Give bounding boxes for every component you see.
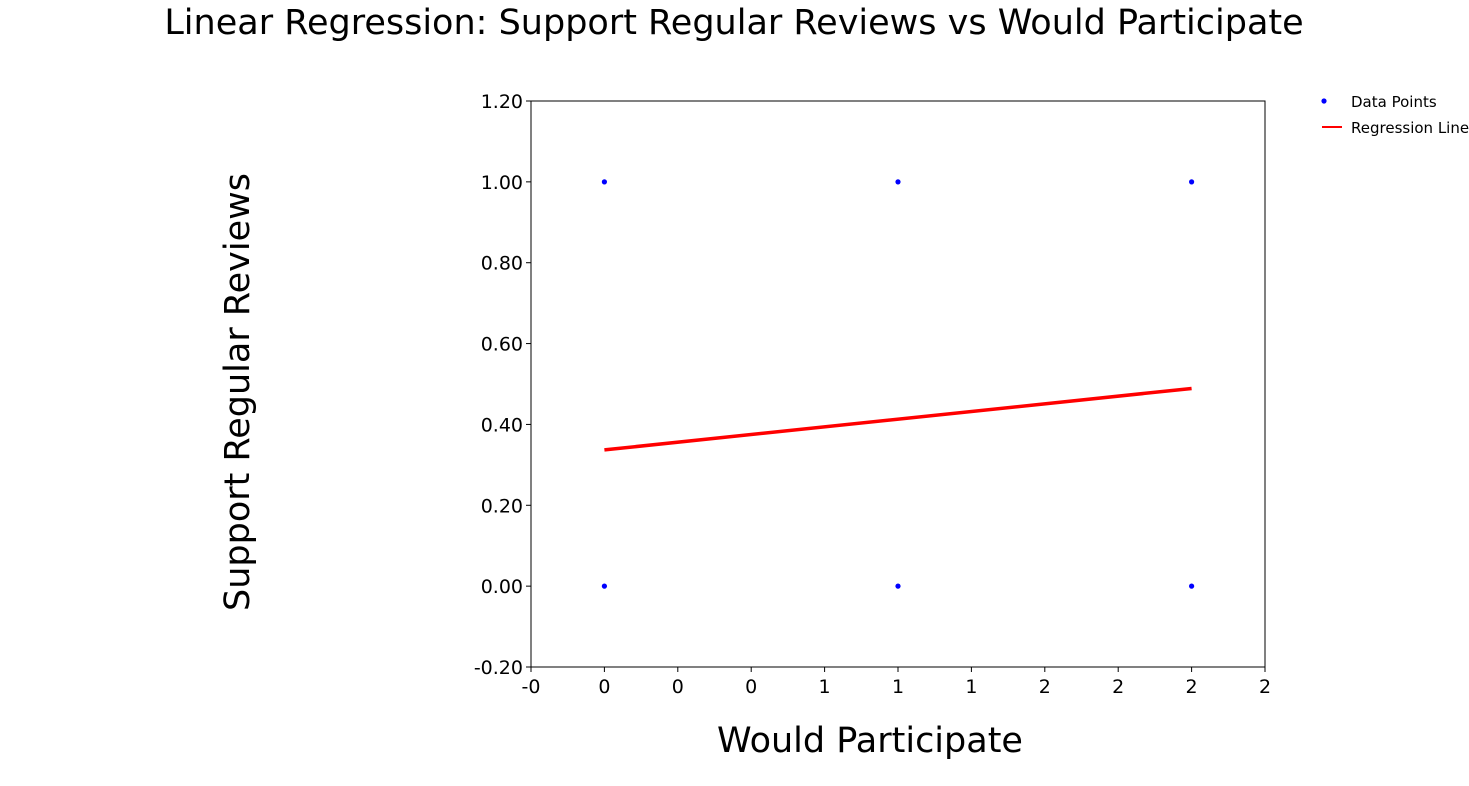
data-point	[601, 179, 608, 185]
x-tick-label: 2	[1039, 676, 1051, 698]
legend-item-data-points: Data Points	[1321, 93, 1437, 111]
x-tick-label: 2	[1259, 676, 1271, 698]
y-tick-label: 1.20	[481, 91, 523, 113]
data-point	[601, 583, 608, 589]
x-tick-label: 1	[965, 676, 977, 698]
x-tick-label: 1	[892, 676, 904, 698]
regression-line	[604, 386, 1192, 452]
chart-title: Linear Regression: Support Regular Revie…	[164, 3, 1303, 43]
x-tick-label: 2	[1186, 676, 1198, 698]
y-tick-label: -0.20	[474, 657, 523, 679]
x-tick-label: 2	[1112, 676, 1124, 698]
regression-series	[604, 386, 1192, 452]
legend-label-data-points: Data Points	[1351, 93, 1437, 111]
plot-area	[530, 100, 1266, 668]
y-tick-label: 1.00	[481, 172, 523, 194]
y-axis-label: Support Regular Reviews	[218, 173, 258, 611]
y-tick-label: 0.60	[481, 334, 523, 356]
y-tick-label: 0.80	[481, 253, 523, 275]
x-axis: -0 0 0 0 1 1 1 2 2 2 2	[522, 667, 1271, 698]
data-point	[1189, 583, 1195, 589]
x-tick-label: 0	[598, 676, 610, 698]
data-point	[895, 583, 901, 589]
y-tick-label: 0.40	[481, 414, 523, 436]
data-points-series	[601, 179, 1195, 589]
legend-label-regression-line: Regression Line	[1351, 119, 1469, 137]
data-point	[895, 179, 901, 185]
legend-item-regression-line: Regression Line	[1322, 119, 1469, 137]
legend: Data Points Regression Line	[1321, 93, 1469, 137]
x-tick-label: 0	[745, 676, 757, 698]
x-tick-label: 0	[672, 676, 684, 698]
y-axis: -0.20 0.00 0.20 0.40 0.60 0.80 1.00 1.20	[474, 91, 531, 679]
y-tick-label: 0.20	[481, 495, 523, 517]
y-tick-label: 0.00	[481, 576, 523, 598]
x-axis-label: Would Participate	[717, 721, 1023, 761]
data-point	[1189, 179, 1195, 185]
legend-marker-data-points	[1321, 98, 1327, 104]
x-tick-label: 1	[819, 676, 831, 698]
x-tick-label: -0	[522, 676, 541, 698]
